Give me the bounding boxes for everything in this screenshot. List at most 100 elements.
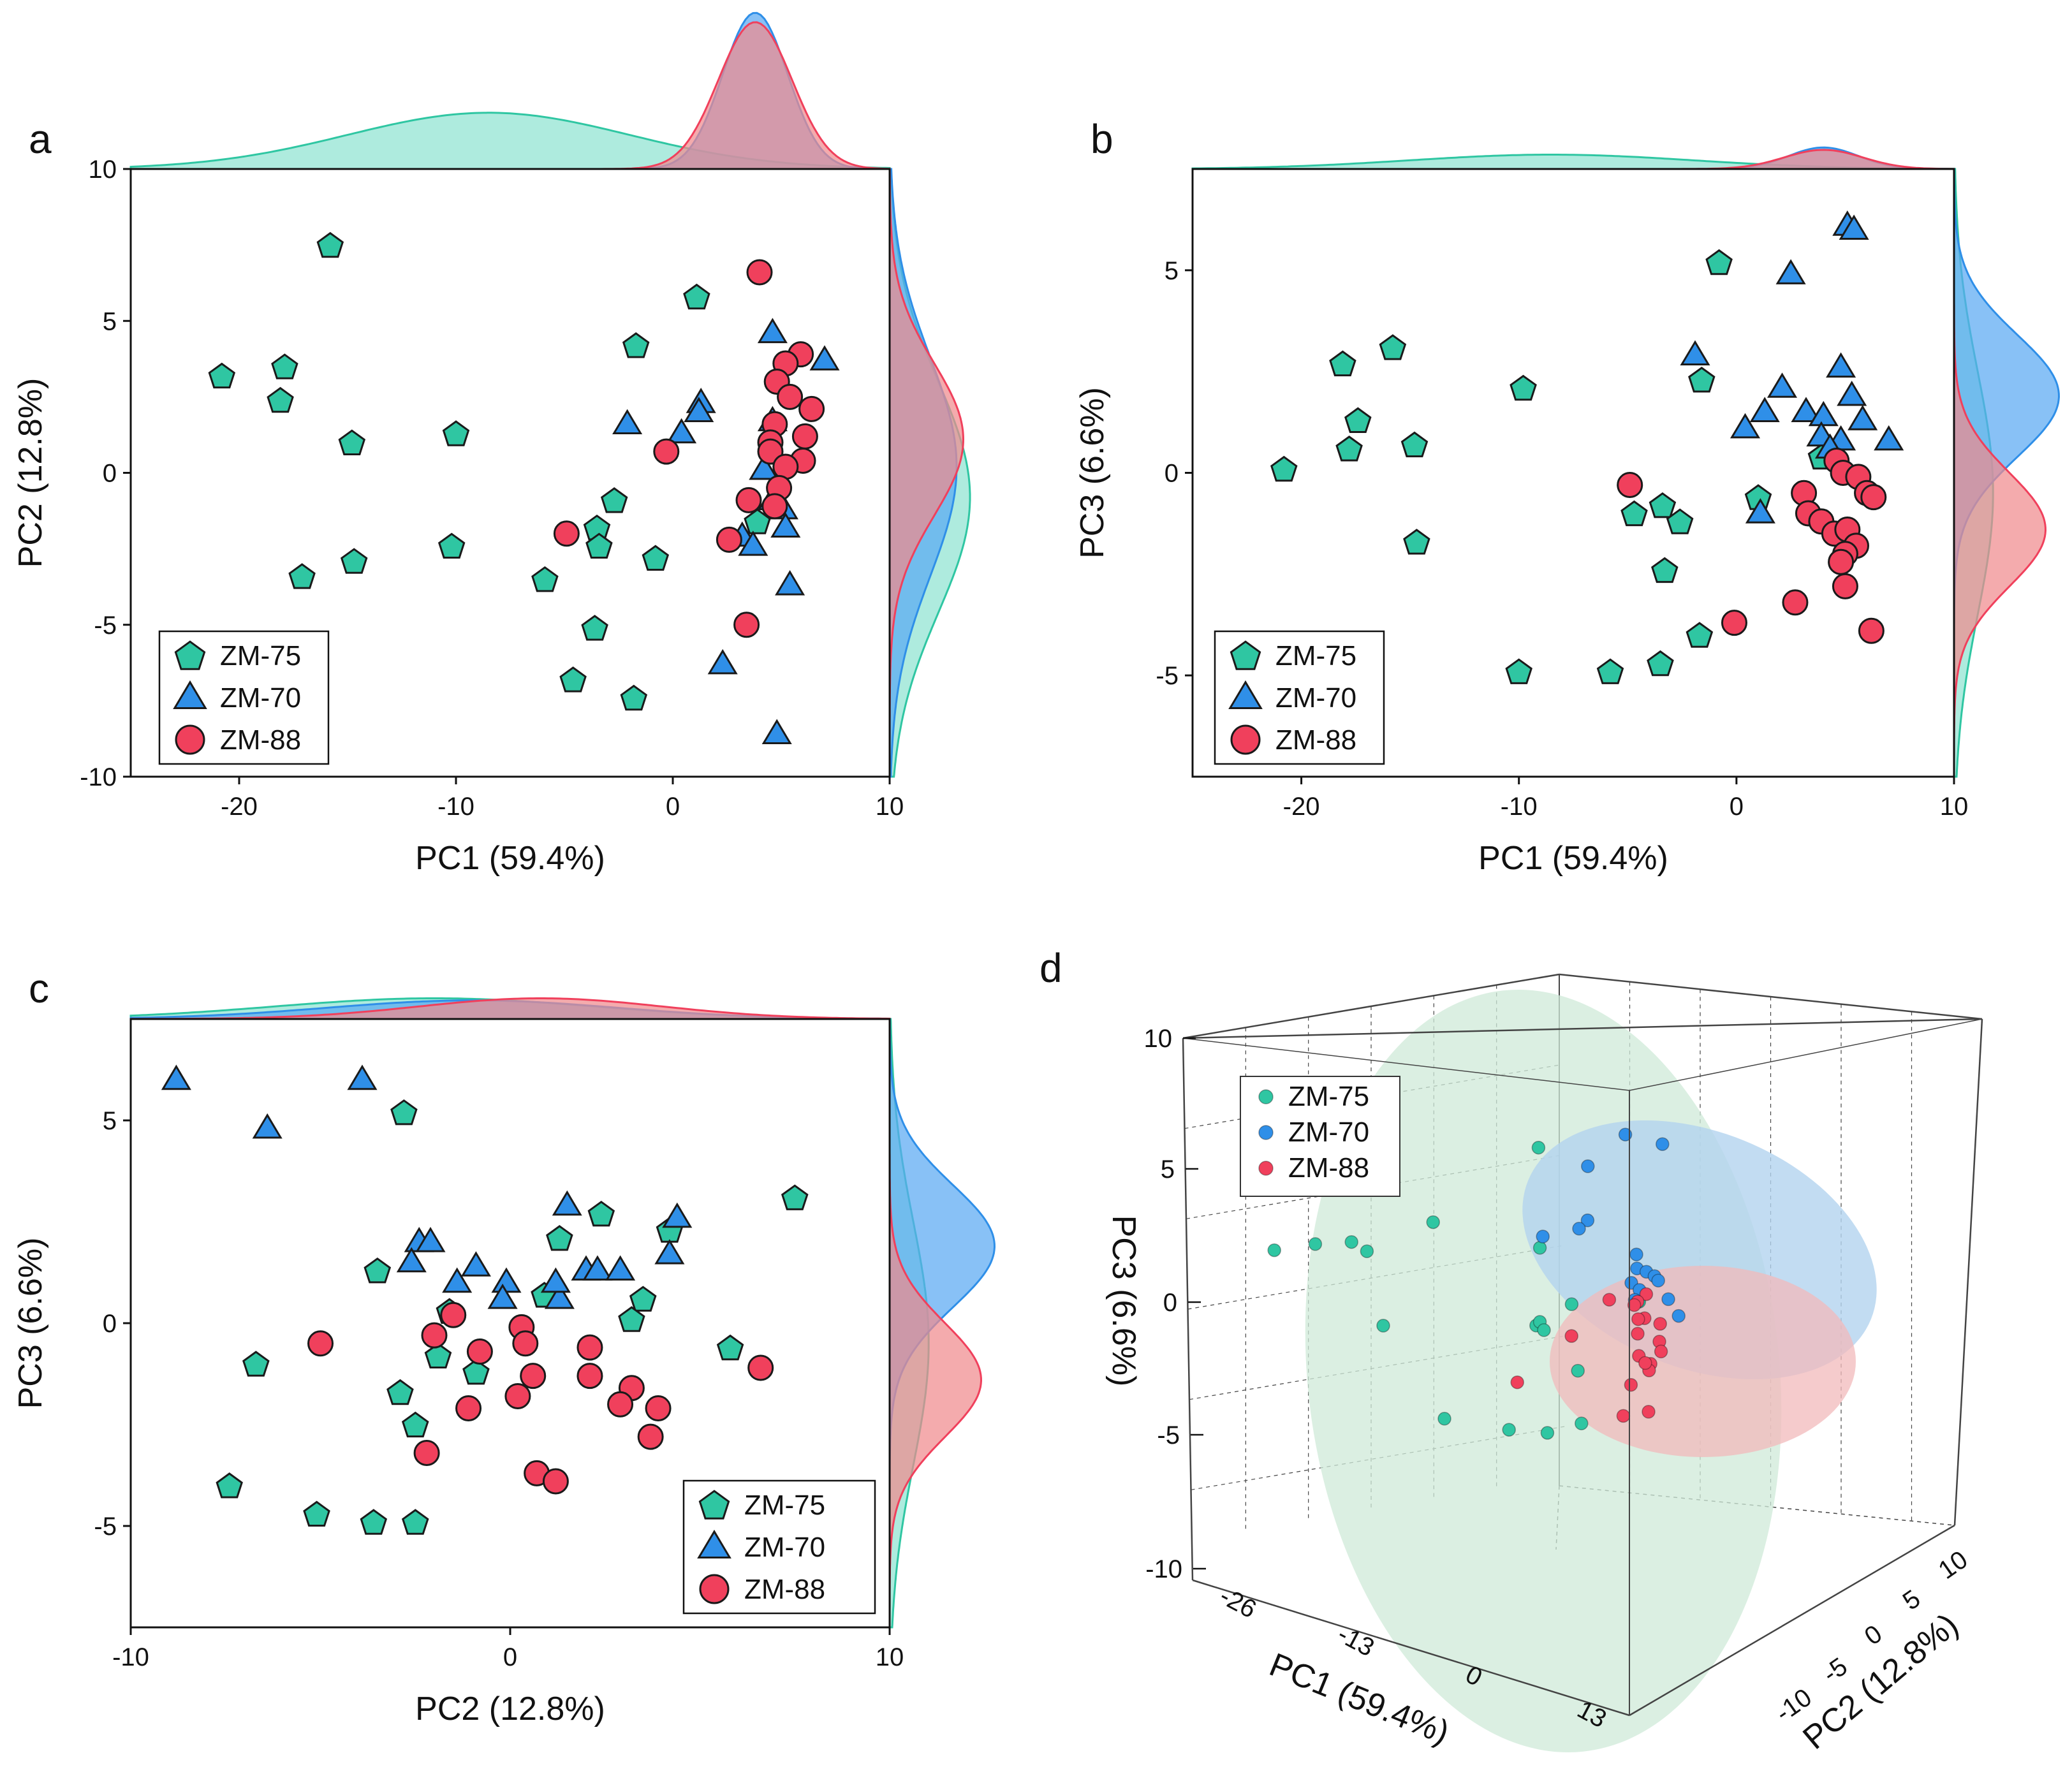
- data-point-zm-75: [1647, 650, 1674, 677]
- data-point-zm-70: [809, 345, 840, 370]
- x-axis-label: PC1 (59.4%): [1478, 840, 1668, 877]
- data-point-zm-75: [424, 1342, 452, 1368]
- y-tick-label: 5: [103, 307, 117, 335]
- legend-marker-zm-70: [697, 1529, 731, 1558]
- data-point-zm-70: [749, 454, 779, 480]
- grid-line: [1189, 1335, 1566, 1400]
- y-tick-label: -5: [94, 612, 117, 640]
- box-edge: [1182, 1018, 1983, 1039]
- data-point-zm-70: [605, 1255, 636, 1281]
- data-point-zm-70: [1837, 380, 1867, 406]
- data-point-zm-88: [1617, 472, 1643, 499]
- data-point-zm-70: [347, 1064, 378, 1090]
- data-point-zm-75: [1596, 658, 1624, 684]
- x-tick-label: -26: [1215, 1582, 1261, 1624]
- legend-marker-zm-70: [1228, 680, 1263, 709]
- data-point-zm-88: [1510, 1375, 1524, 1389]
- data-point-zm-75: [338, 429, 366, 455]
- data-point-zm-88: [1639, 1287, 1654, 1301]
- data-point-zm-75: [1344, 1235, 1358, 1249]
- data-point-zm-75: [600, 487, 628, 513]
- data-point-zm-70: [1580, 1213, 1595, 1228]
- data-point-zm-70: [1730, 413, 1761, 439]
- data-point-zm-75: [531, 566, 559, 592]
- x-axis-label: PC2 (12.8%): [415, 1690, 605, 1727]
- y-tick-label: 0: [1860, 1620, 1887, 1651]
- legend-label-zm-88: ZM-88: [1288, 1152, 1369, 1184]
- data-point-zm-75: [340, 548, 368, 574]
- data-point-zm-88: [466, 1338, 493, 1365]
- data-point-zm-75: [622, 332, 650, 358]
- data-point-zm-75: [585, 532, 613, 559]
- box-edge: [1182, 973, 1560, 1039]
- data-point-zm-70: [1874, 425, 1904, 451]
- data-point-zm-70: [1791, 397, 1821, 422]
- data-point-zm-88: [504, 1382, 531, 1409]
- data-point-zm-75: [303, 1500, 330, 1527]
- right-density-zm-88: [888, 1019, 983, 1627]
- data-point-zm-75: [1649, 492, 1677, 518]
- data-point-zm-88: [1631, 1326, 1645, 1341]
- data-point-zm-88: [1624, 1377, 1638, 1392]
- top-density-zm-88: [129, 997, 891, 1020]
- data-point-zm-75: [1329, 350, 1356, 377]
- panel-label: d: [1040, 945, 1062, 991]
- data-point-zm-70: [491, 1267, 522, 1293]
- data-point-zm-88: [653, 438, 680, 465]
- legend-marker-zm-70: [1258, 1125, 1274, 1140]
- data-point-zm-75: [1505, 658, 1532, 684]
- data-point-zm-75: [1540, 1426, 1555, 1440]
- data-point-zm-75: [242, 1351, 270, 1377]
- data-point-zm-75: [386, 1379, 414, 1405]
- data-point-zm-75: [559, 666, 587, 693]
- data-point-zm-88: [1638, 1356, 1652, 1370]
- data-point-zm-70: [161, 1064, 191, 1090]
- data-point-zm-75: [360, 1509, 388, 1535]
- data-point-zm-75: [546, 1225, 573, 1251]
- data-point-zm-75: [1620, 500, 1648, 527]
- data-point-zm-88: [1564, 1329, 1578, 1343]
- data-point-zm-75: [390, 1099, 418, 1125]
- data-point-zm-75: [683, 283, 710, 310]
- x-tick-label: 0: [1730, 793, 1744, 821]
- ellipse-zm-88: [1550, 1266, 1856, 1457]
- data-point-zm-70: [707, 649, 738, 675]
- data-point-zm-70: [540, 1267, 571, 1293]
- data-point-zm-75: [1344, 407, 1372, 433]
- x-tick-label: -10: [112, 1643, 149, 1671]
- data-point-zm-70: [662, 1202, 693, 1228]
- data-point-zm-75: [1537, 1323, 1551, 1337]
- data-point-zm-88: [1654, 1344, 1668, 1359]
- y-tick-label: 10: [89, 156, 117, 184]
- data-point-zm-75: [1267, 1243, 1281, 1257]
- legend-label-zm-75: ZM-75: [220, 640, 301, 671]
- data-point-zm-75: [208, 362, 236, 389]
- data-point-zm-75: [1564, 1297, 1579, 1312]
- legend-label-zm-70: ZM-70: [744, 1532, 825, 1563]
- data-point-zm-88: [1653, 1317, 1667, 1331]
- data-point-zm-70: [1745, 498, 1775, 524]
- z-tick-label: -5: [1157, 1421, 1180, 1449]
- data-point-zm-88: [1616, 1409, 1631, 1423]
- box-edge: [1182, 1037, 1194, 1581]
- legend-marker-zm-75: [1258, 1089, 1274, 1104]
- legend-marker-zm-88: [175, 724, 205, 755]
- legend-label-zm-75: ZM-75: [1288, 1081, 1369, 1112]
- y-tick-label: 0: [1165, 460, 1179, 488]
- data-point-zm-88: [577, 1334, 603, 1361]
- data-point-zm-75: [1308, 1237, 1323, 1251]
- data-point-zm-70: [775, 569, 805, 596]
- y-axis-label: PC3 (6.6%): [12, 1238, 49, 1409]
- grid-line: [1187, 1245, 1564, 1310]
- data-point-zm-75: [216, 1472, 243, 1499]
- data-point-zm-88: [777, 383, 804, 410]
- legend-marker-zm-70: [173, 680, 207, 709]
- data-point-zm-75: [1688, 367, 1716, 393]
- data-point-zm-88: [746, 259, 773, 286]
- x-tick-label: 10: [1940, 793, 1969, 821]
- legend-label-zm-75: ZM-75: [1275, 640, 1356, 671]
- data-point-zm-88: [735, 487, 762, 513]
- x-axis-label: PC1 (59.4%): [415, 840, 605, 877]
- data-point-zm-75: [1426, 1215, 1440, 1229]
